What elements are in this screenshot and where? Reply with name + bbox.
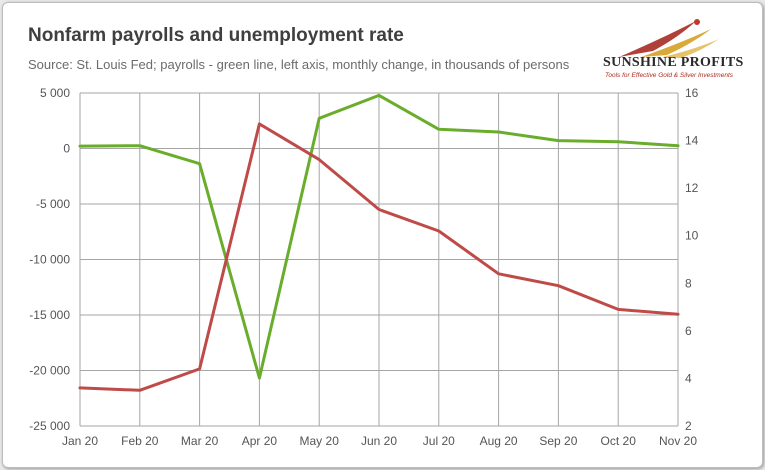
x-tick-label: Oct 20: [601, 434, 637, 448]
payrolls-line: [78, 93, 680, 380]
y-right-tick-label: 10: [685, 229, 699, 243]
line-chart: 5 000 0 -5 000 -10 000 -15 000 -20 000 -25 000…: [29, 86, 699, 448]
x-tick-label: Feb 20: [121, 434, 159, 448]
y-right-tick-label: 14: [685, 134, 699, 148]
y-left-tick-label: -10 000: [29, 253, 70, 267]
chart-title: Nonfarm payrolls and unemployment rate: [28, 25, 404, 46]
x-tick-label: Sep 20: [539, 434, 577, 448]
logo-wordmark: SUNSHINE PROFITS: [603, 55, 744, 70]
x-tick-label: Apr 20: [242, 434, 278, 448]
chart-subtitle: Source: St. Louis Fed; payrolls - green …: [28, 57, 570, 72]
y-left-tick-label: -5 000: [36, 197, 70, 211]
x-tick-label: Mar 20: [181, 434, 219, 448]
y-left-tick-label: 0: [63, 142, 70, 156]
y-right-tick-label: 8: [685, 276, 692, 290]
logo-tagline: Tools for Effective Gold & Silver Invest…: [605, 72, 734, 79]
x-tick-label: Aug 20: [480, 434, 518, 448]
y-left-tick-label: -20 000: [29, 364, 70, 378]
y-left-tick-label: -25 000: [29, 419, 70, 433]
sunshine-profits-logo-icon: [619, 19, 719, 58]
y-left-tick-label: -15 000: [29, 308, 70, 322]
y-right-tick-label: 12: [685, 181, 699, 195]
x-tick-label: Jun 20: [361, 434, 397, 448]
unemployment-rate-line: [78, 122, 680, 392]
x-tick-label: May 20: [300, 434, 340, 448]
x-tick-label: Nov 20: [659, 434, 697, 448]
y-right-tick-label: 6: [685, 324, 692, 338]
y-left-tick-label: 5 000: [40, 86, 70, 100]
y-right-tick-label: 16: [685, 86, 699, 100]
x-tick-label: Jul 20: [423, 434, 455, 448]
y-right-tick-label: 4: [685, 371, 692, 385]
x-tick-label: Jan 20: [62, 434, 98, 448]
y-right-tick-label: 2: [685, 419, 692, 433]
